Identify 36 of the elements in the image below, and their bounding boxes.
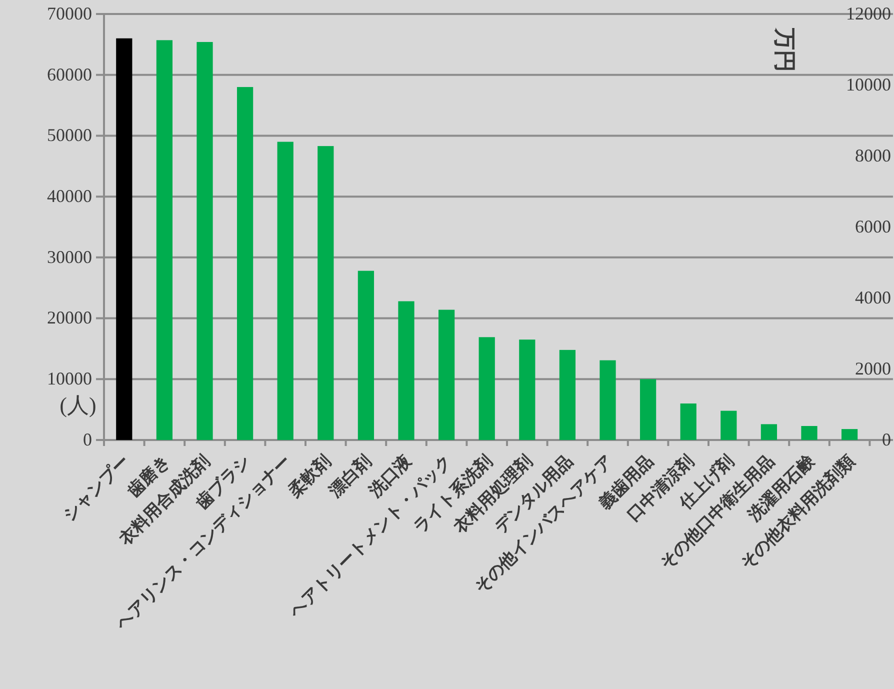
bar: [236, 87, 254, 440]
bar: [680, 403, 696, 440]
y-axis-title: (人): [60, 392, 96, 418]
y-tick-label: 60000: [47, 64, 92, 84]
bar: [760, 424, 778, 440]
y-tick-label: 50000: [47, 125, 92, 146]
y-tick-label: 70000: [47, 3, 92, 24]
y2-tick-label: 4000: [855, 287, 891, 308]
bar: [398, 301, 414, 440]
bar: [116, 38, 132, 440]
bar: [720, 410, 737, 440]
y2-tick-label: 2000: [855, 358, 891, 378]
bar: [318, 146, 334, 440]
bar: [801, 426, 818, 440]
bar: [277, 142, 294, 440]
y2-tick-label: 0: [882, 429, 891, 450]
bar: [841, 429, 858, 440]
bar: [156, 40, 173, 440]
bar: [519, 340, 536, 440]
y-tick-label: 0: [83, 429, 92, 450]
bar: [438, 310, 455, 440]
bar: [640, 379, 656, 440]
y-tick-label: 40000: [47, 186, 92, 206]
bar: [196, 42, 213, 440]
y2-tick-label: 12000: [846, 3, 891, 24]
y-tick-label: 10000: [47, 368, 92, 389]
y2-tick-label: 8000: [855, 145, 891, 166]
y-tick-label: 30000: [47, 246, 92, 267]
y2-tick-label: 10000: [846, 74, 891, 94]
bar: [600, 360, 616, 440]
bar: [478, 337, 495, 440]
y-tick-label: 20000: [47, 308, 92, 328]
bar: [559, 350, 576, 440]
y2-tick-label: 6000: [855, 216, 891, 236]
y2-axis-title: 万円: [772, 27, 798, 72]
bar: [358, 270, 374, 440]
